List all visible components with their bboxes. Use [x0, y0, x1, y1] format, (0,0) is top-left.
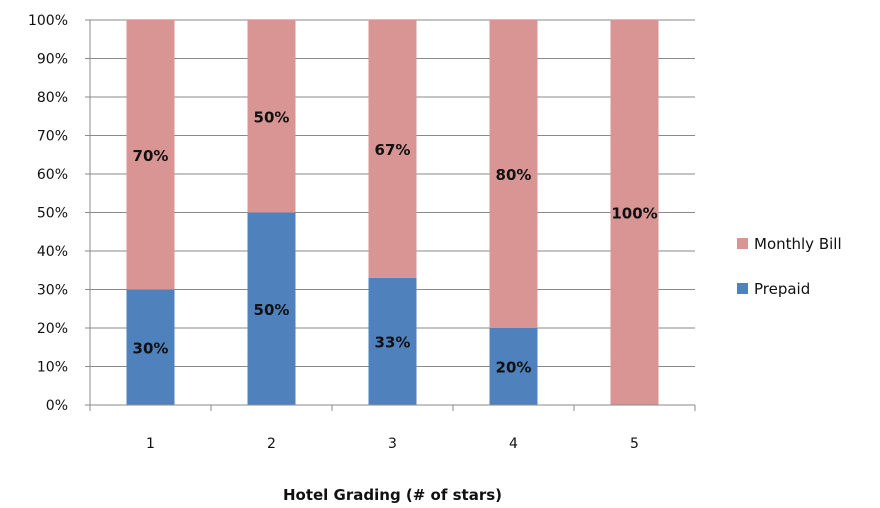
- x-tick-label: 4: [509, 436, 518, 452]
- data-label: 30%: [133, 339, 169, 357]
- x-tick-label: 1: [146, 436, 155, 452]
- bar-prepaid: [126, 289, 175, 405]
- bar-prepaid: [489, 328, 538, 405]
- bar-prepaid: [247, 212, 296, 405]
- bar-monthly-bill: [610, 20, 659, 405]
- y-tick-label: 80%: [37, 90, 68, 106]
- data-labels: 30% 70% 50% 50% 33% 67% 20% 80% 100%: [133, 108, 658, 376]
- y-tick-label: 50%: [37, 206, 68, 222]
- x-axis-title: Hotel Grading (# of stars): [283, 486, 502, 504]
- y-tick-label: 0%: [46, 398, 68, 414]
- legend-swatch: [737, 238, 748, 249]
- bars: [126, 20, 659, 405]
- y-tick-label: 100%: [28, 13, 68, 29]
- bar-prepaid: [368, 277, 417, 405]
- data-label: 33%: [375, 333, 411, 351]
- data-label: 67%: [375, 141, 411, 159]
- y-tick-label: 90%: [37, 52, 68, 68]
- legend: Monthly Bill Prepaid: [737, 235, 842, 298]
- bar-monthly-bill: [126, 20, 175, 290]
- x-tick-label: 3: [388, 436, 397, 452]
- bar-monthly-bill: [489, 20, 538, 328]
- data-label: 80%: [496, 166, 532, 184]
- x-tick-label: 5: [630, 436, 639, 452]
- data-label: 50%: [254, 301, 290, 319]
- y-tick-label: 30%: [37, 283, 68, 299]
- y-tick-label: 60%: [37, 167, 68, 183]
- y-tick-label: 40%: [37, 244, 68, 260]
- y-tick-label: 10%: [37, 360, 68, 376]
- y-tick-label: 20%: [37, 321, 68, 337]
- legend-label: Monthly Bill: [754, 235, 842, 253]
- data-label: 100%: [611, 205, 657, 223]
- y-tick-label: 70%: [37, 129, 68, 145]
- data-label: 50%: [254, 108, 290, 126]
- data-label: 20%: [496, 359, 532, 377]
- bar-monthly-bill: [368, 20, 417, 278]
- legend-label: Prepaid: [754, 280, 810, 298]
- legend-swatch: [737, 283, 748, 294]
- bar-monthly-bill: [247, 20, 296, 213]
- x-tick-label: 2: [267, 436, 276, 452]
- data-label: 70%: [133, 147, 169, 165]
- axes: 0% 10% 20% 30% 40% 50% 60% 70% 80% 90% 100% 1 2 3 4 5: [28, 13, 696, 452]
